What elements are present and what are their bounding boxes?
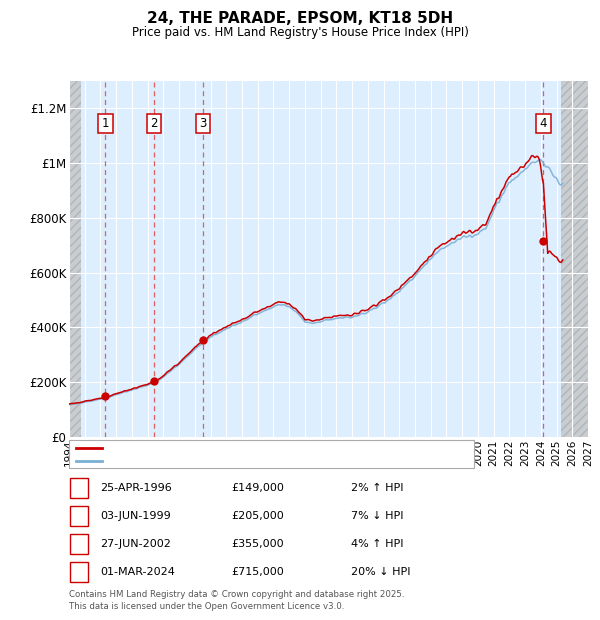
Text: 1: 1	[102, 117, 109, 130]
Text: 3: 3	[199, 117, 206, 130]
Text: £149,000: £149,000	[231, 483, 284, 494]
Text: £355,000: £355,000	[231, 539, 284, 549]
Text: Price paid vs. HM Land Registry's House Price Index (HPI): Price paid vs. HM Land Registry's House …	[131, 26, 469, 39]
Text: 01-MAR-2024: 01-MAR-2024	[100, 567, 175, 577]
Text: 3: 3	[76, 539, 83, 549]
Text: 1: 1	[76, 483, 83, 494]
Text: 4: 4	[76, 567, 83, 577]
Text: 24, THE PARADE, EPSOM, KT18 5DH (detached house): 24, THE PARADE, EPSOM, KT18 5DH (detache…	[107, 443, 376, 453]
Text: Contains HM Land Registry data © Crown copyright and database right 2025.
This d: Contains HM Land Registry data © Crown c…	[69, 590, 404, 611]
Text: £715,000: £715,000	[231, 567, 284, 577]
Text: 2: 2	[151, 117, 158, 130]
Text: 4: 4	[540, 117, 547, 130]
Text: 20% ↓ HPI: 20% ↓ HPI	[351, 567, 410, 577]
Bar	[69, 81, 81, 437]
Text: 24, THE PARADE, EPSOM, KT18 5DH: 24, THE PARADE, EPSOM, KT18 5DH	[147, 11, 453, 25]
Text: HPI: Average price, detached house, Epsom and Ewell: HPI: Average price, detached house, Epso…	[107, 456, 376, 466]
Bar	[561, 81, 588, 437]
Text: 4% ↑ HPI: 4% ↑ HPI	[351, 539, 404, 549]
Text: 7% ↓ HPI: 7% ↓ HPI	[351, 511, 404, 521]
Text: 2% ↑ HPI: 2% ↑ HPI	[351, 483, 404, 494]
Text: 2: 2	[76, 511, 83, 521]
Text: 03-JUN-1999: 03-JUN-1999	[100, 511, 171, 521]
Text: 25-APR-1996: 25-APR-1996	[100, 483, 172, 494]
Text: 27-JUN-2002: 27-JUN-2002	[100, 539, 171, 549]
Text: £205,000: £205,000	[231, 511, 284, 521]
